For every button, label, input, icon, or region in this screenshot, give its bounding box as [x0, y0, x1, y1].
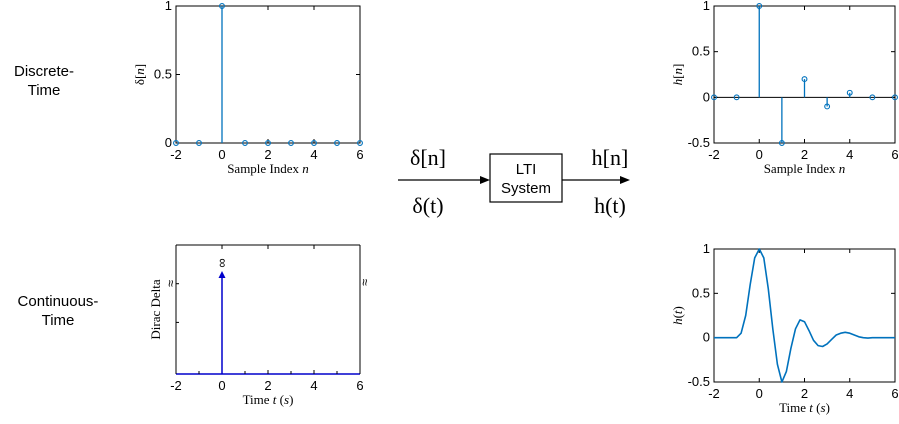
x-axis-title: Sample Index n [227, 161, 309, 176]
y-tick-label: -0.5 [688, 135, 710, 150]
y-axis-title: h[n] [670, 64, 685, 86]
lti-system-box [489, 153, 563, 203]
stem-marker [334, 140, 340, 146]
impulse-infinity-label: ∞ [214, 258, 229, 267]
y-axis-title: h(t) [670, 306, 685, 325]
x-tick-label: 2 [801, 386, 808, 401]
plot-frame [175, 5, 361, 144]
x-tick-label: -2 [708, 386, 720, 401]
lti-box-line2: System [501, 180, 551, 197]
row-label-discrete-line2: Time [28, 82, 61, 99]
output-arrow-head [620, 176, 630, 184]
x-tick-label: 2 [801, 147, 808, 162]
input-discrete-label: δ[n] [410, 145, 446, 170]
y-tick-label: 0.5 [692, 285, 710, 300]
plot-frame [713, 5, 896, 144]
row-label-discrete: Discrete- Time [14, 63, 74, 99]
stem-marker [801, 76, 808, 83]
discrete-output-chart: -2 0 2 4 6 -0.5 0 0.5 1 Sample Index n h[n] [670, 0, 899, 176]
x-tick-label: -2 [170, 378, 182, 393]
x-tick-label: 0 [218, 378, 225, 393]
stem-marker [288, 140, 294, 146]
x-tick-label: 4 [846, 386, 853, 401]
y-axis-title: Dirac Delta [148, 279, 163, 340]
series-line [714, 248, 895, 383]
row-label-continuous-line1: Continuous- [18, 293, 99, 310]
x-tick-label: 4 [846, 147, 853, 162]
continuous-output-chart: -2 0 2 4 6 -0.5 0 0.5 1 Time t (s) h(t) [670, 241, 899, 415]
lti-box-line1: LTI [516, 161, 537, 178]
x-tick-label: 4 [310, 378, 317, 393]
stem-marker [824, 103, 831, 110]
x-tick-label: 6 [356, 147, 363, 162]
row-label-discrete-line1: Discrete- [14, 63, 74, 80]
y-tick-label: 1 [703, 0, 710, 13]
y-tick-label: 0 [165, 135, 172, 150]
y-tick-label: 0 [703, 89, 710, 104]
y-tick-label: 1 [165, 0, 172, 13]
left-approx-mark: ≈ [163, 280, 178, 287]
stem-marker [869, 94, 876, 101]
continuous-input-chart: -2 0 2 4 6 ∞ ≈ ≈ Time t (s) Dirac Delta [148, 244, 372, 407]
output-continuous-label: h(t) [594, 193, 626, 218]
x-tick-label: -2 [170, 147, 182, 162]
x-tick-label: 0 [218, 147, 225, 162]
x-tick-label: 6 [356, 378, 363, 393]
stem-marker [733, 94, 740, 101]
stem-marker [311, 140, 317, 146]
row-label-continuous-line2: Time [42, 312, 75, 329]
lti-system-diagram: δ[n] δ(t) LTI System h[n] h(t) [398, 145, 630, 218]
impulse-arrowhead [218, 271, 226, 278]
stem-marker [846, 89, 853, 96]
stem-marker [219, 3, 225, 9]
right-approx-mark: ≈ [357, 279, 372, 286]
y-tick-label: 1 [703, 241, 710, 256]
stem-marker [196, 140, 202, 146]
output-discrete-label: h[n] [592, 145, 629, 170]
x-tick-label: 0 [756, 147, 763, 162]
y-tick-label: 0 [703, 330, 710, 345]
y-tick-label: 0.5 [692, 44, 710, 59]
x-tick-label: 6 [891, 386, 898, 401]
stem-marker [711, 94, 717, 101]
stem-marker [242, 140, 248, 146]
stem-marker [778, 140, 785, 146]
stem-marker [357, 140, 363, 146]
y-axis-title: δ[n] [132, 64, 147, 85]
plot-frame [713, 248, 896, 383]
x-tick-label: 2 [264, 147, 271, 162]
x-axis-title: Sample Index n [764, 161, 846, 176]
x-tick-label: 6 [891, 147, 898, 162]
stem-marker [756, 3, 763, 9]
input-continuous-label: δ(t) [412, 193, 443, 218]
stem-marker [265, 140, 271, 146]
x-tick-label: 4 [310, 147, 317, 162]
y-tick-label: -0.5 [688, 374, 710, 389]
y-tick-label: 0.5 [154, 67, 172, 82]
x-tick-label: -2 [708, 147, 720, 162]
stem-marker [892, 94, 898, 101]
row-label-continuous: Continuous- Time [18, 293, 99, 329]
stem-marker [173, 140, 179, 146]
x-tick-label: 2 [264, 378, 271, 393]
input-arrow-head [480, 176, 490, 184]
x-axis-title: Time t (s) [779, 400, 830, 415]
x-tick-label: 0 [756, 386, 763, 401]
x-axis-title: Time t (s) [243, 392, 294, 407]
